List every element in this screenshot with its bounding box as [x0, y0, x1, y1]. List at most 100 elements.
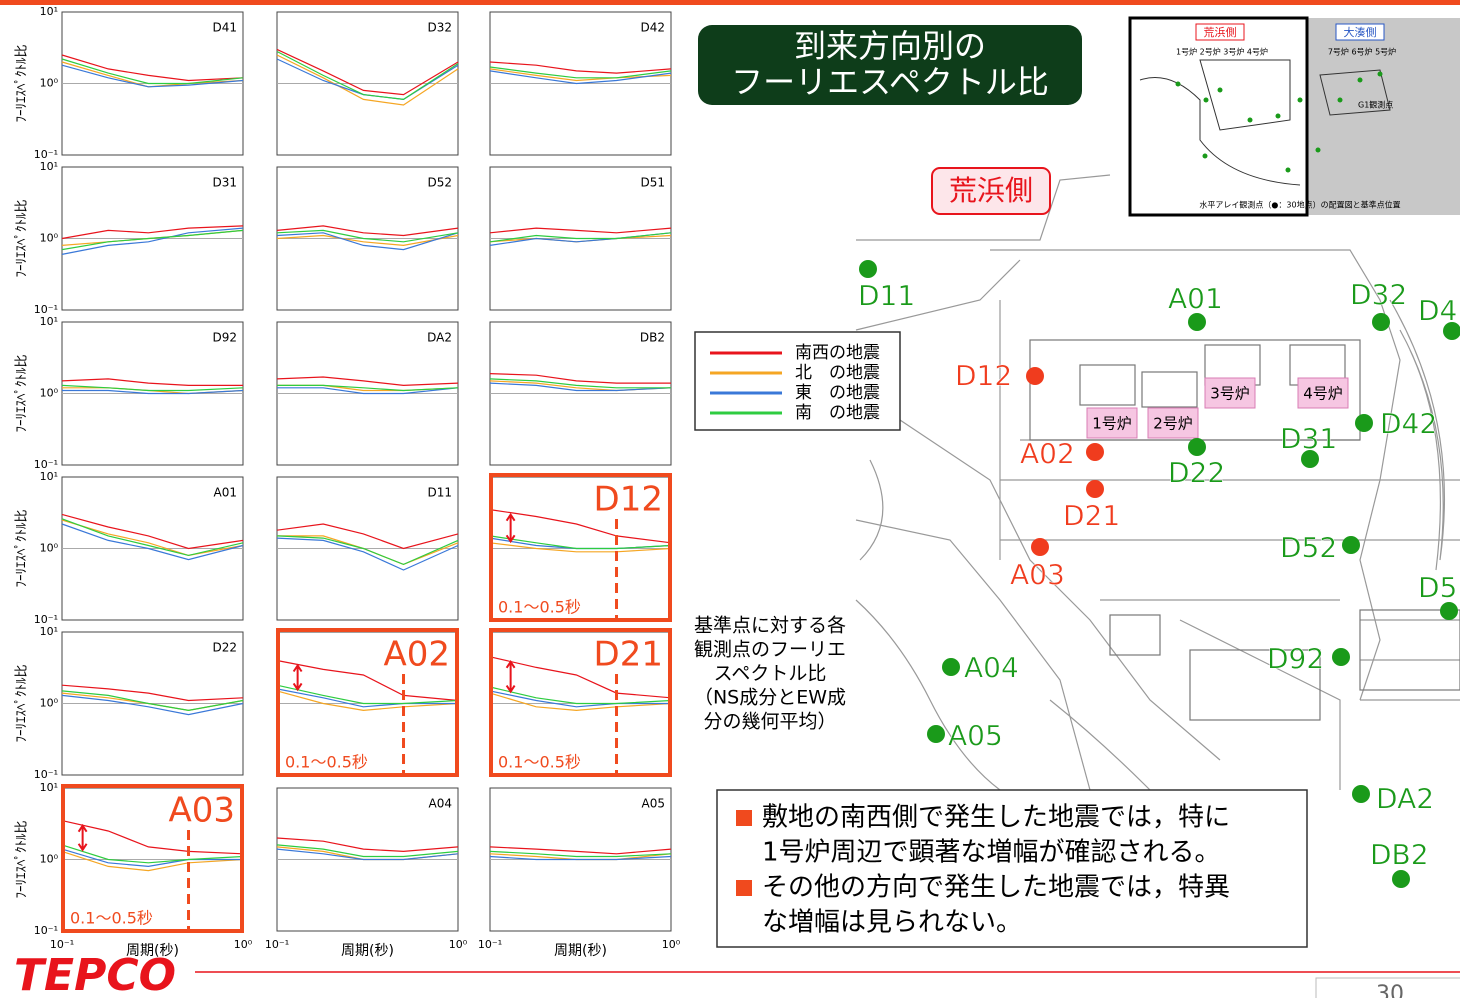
reactor-box: [1147, 407, 1199, 439]
spectrum-line: [276, 684, 459, 705]
inset-dot: [1337, 97, 1343, 103]
title-box: [698, 25, 1082, 105]
top-bar: [0, 0, 1460, 5]
side-note: 分の幾何平均）: [703, 711, 836, 733]
highlight-box: [61, 784, 244, 933]
legend-label: 南 の地震: [795, 403, 880, 423]
inset-reactors: 7号炉 6号炉 5号炉: [1328, 47, 1396, 57]
reactor-box: [1297, 377, 1349, 409]
panel-label: A05: [642, 797, 665, 811]
spectrum-line: [489, 686, 672, 705]
y-tick-label: 10⁻¹: [34, 613, 58, 626]
inset-dot: [1217, 87, 1223, 93]
x-tick-label: 10⁰: [662, 938, 681, 951]
station-dot: [859, 260, 877, 278]
inset-right-label: 大湊側: [1344, 25, 1377, 39]
spectrum-line: [61, 684, 244, 702]
panel-label: D42: [640, 21, 665, 35]
spectrum-line: [61, 227, 244, 255]
bullet-mark: [736, 880, 752, 896]
bullet-mark: [736, 810, 752, 826]
y-axis-title: ﾌｰﾘｴｽﾍﾟｸﾄﾙ比: [15, 509, 30, 587]
inset-dot: [1203, 97, 1209, 103]
area-label: 荒浜側: [949, 174, 1033, 207]
y-tick-label: 10¹: [40, 625, 58, 638]
x-tick-label: 10⁻¹: [478, 938, 502, 951]
legend-label: 南西の地震: [795, 343, 880, 363]
spectrum-line: [61, 848, 243, 868]
spectrum-line: [489, 535, 672, 550]
inset-dot: [1377, 71, 1383, 77]
station-label: A01: [1168, 282, 1223, 315]
highlight-label: A02: [383, 635, 450, 675]
map-background: [855, 174, 1460, 791]
panel-label: D22: [212, 641, 237, 655]
station-label: D12: [955, 359, 1012, 392]
amplification-arrow: [505, 512, 516, 544]
spectrum-line: [276, 688, 458, 708]
spectrum-line: [276, 376, 459, 387]
spectrum-line: [489, 232, 672, 243]
station-dot: [942, 658, 960, 676]
station-label: D31: [1280, 422, 1337, 455]
station-dot: [1188, 438, 1206, 456]
spectrum-line: [61, 378, 243, 386]
inset-caption: 水平アレイ観測点（●：30地点）の配置図と基準点位置: [1199, 200, 1400, 210]
spectrum-line: [276, 837, 459, 853]
inset-reactors: 1号炉 2号炉 3号炉 4号炉: [1176, 47, 1268, 57]
legend-label: 北 の地震: [795, 363, 880, 383]
range-note: 0.1〜0.5秒: [70, 909, 153, 928]
panel-label: D51: [640, 176, 665, 190]
title: フーリエスペクトル比: [731, 63, 1049, 101]
spectrum-line: [276, 535, 459, 566]
y-axis-title: ﾌｰﾘｴｽﾍﾟｸﾄﾙ比: [15, 44, 30, 122]
panel-label: D11: [427, 486, 452, 500]
station-label: D32: [1350, 278, 1407, 311]
spectrum-line: [276, 234, 459, 247]
spectrum-line: [277, 384, 459, 392]
station-label: DA2: [1376, 782, 1434, 815]
y-tick-label: 10¹: [40, 470, 58, 483]
spectrum-line: [61, 850, 244, 872]
spectrum-line: [61, 523, 244, 561]
inset-dot: [1297, 97, 1303, 103]
spectrum-line: [489, 382, 672, 392]
inset-dot: [1202, 153, 1208, 159]
highlight-box: [276, 628, 459, 777]
spectrum-line: [276, 225, 459, 237]
station-dot: [927, 725, 945, 743]
highlight-label: D21: [594, 635, 663, 675]
spectrum-line: [61, 820, 244, 855]
spectrum-line: [61, 694, 244, 716]
side-note: （NS成分とEW成: [694, 687, 846, 709]
y-tick-label: 10⁻¹: [34, 148, 58, 161]
spectrum-line: [61, 58, 244, 85]
spectrum-line: [276, 229, 459, 243]
spectrum-line: [489, 850, 672, 858]
station-label: A02: [1020, 437, 1075, 470]
station-label: DB2: [1370, 838, 1429, 871]
x-tick-label: 10⁻¹: [50, 938, 74, 951]
y-tick-label: 10¹: [40, 781, 58, 794]
y-axis-title: ﾌｰﾘｴｽﾍﾟｸﾄﾙ比: [15, 664, 30, 742]
y-tick-label: 10¹: [40, 5, 58, 18]
station-dot: [1332, 648, 1350, 666]
station-label: D11: [858, 279, 915, 312]
highlight-label: D12: [594, 480, 663, 520]
inset-dot: [1275, 113, 1281, 119]
spectrum-line: [489, 855, 672, 861]
spectrum-line: [276, 48, 459, 96]
spectrum-line: [276, 50, 459, 101]
side-note: スペクトル比: [714, 663, 827, 685]
spectrum-line: [62, 389, 244, 395]
logo: TEPCO: [14, 950, 176, 998]
x-tick-label: 10⁻¹: [265, 938, 289, 951]
y-axis-title: ﾌｰﾘｴｽﾍﾟｸﾄﾙ比: [15, 820, 30, 898]
spectrum-line: [489, 61, 672, 74]
station-dot: [1086, 480, 1104, 498]
panel-label: D41: [212, 21, 237, 35]
spectrum-line: [61, 690, 244, 712]
station-label: A03: [1010, 558, 1065, 591]
spectrum-line: [61, 844, 244, 864]
